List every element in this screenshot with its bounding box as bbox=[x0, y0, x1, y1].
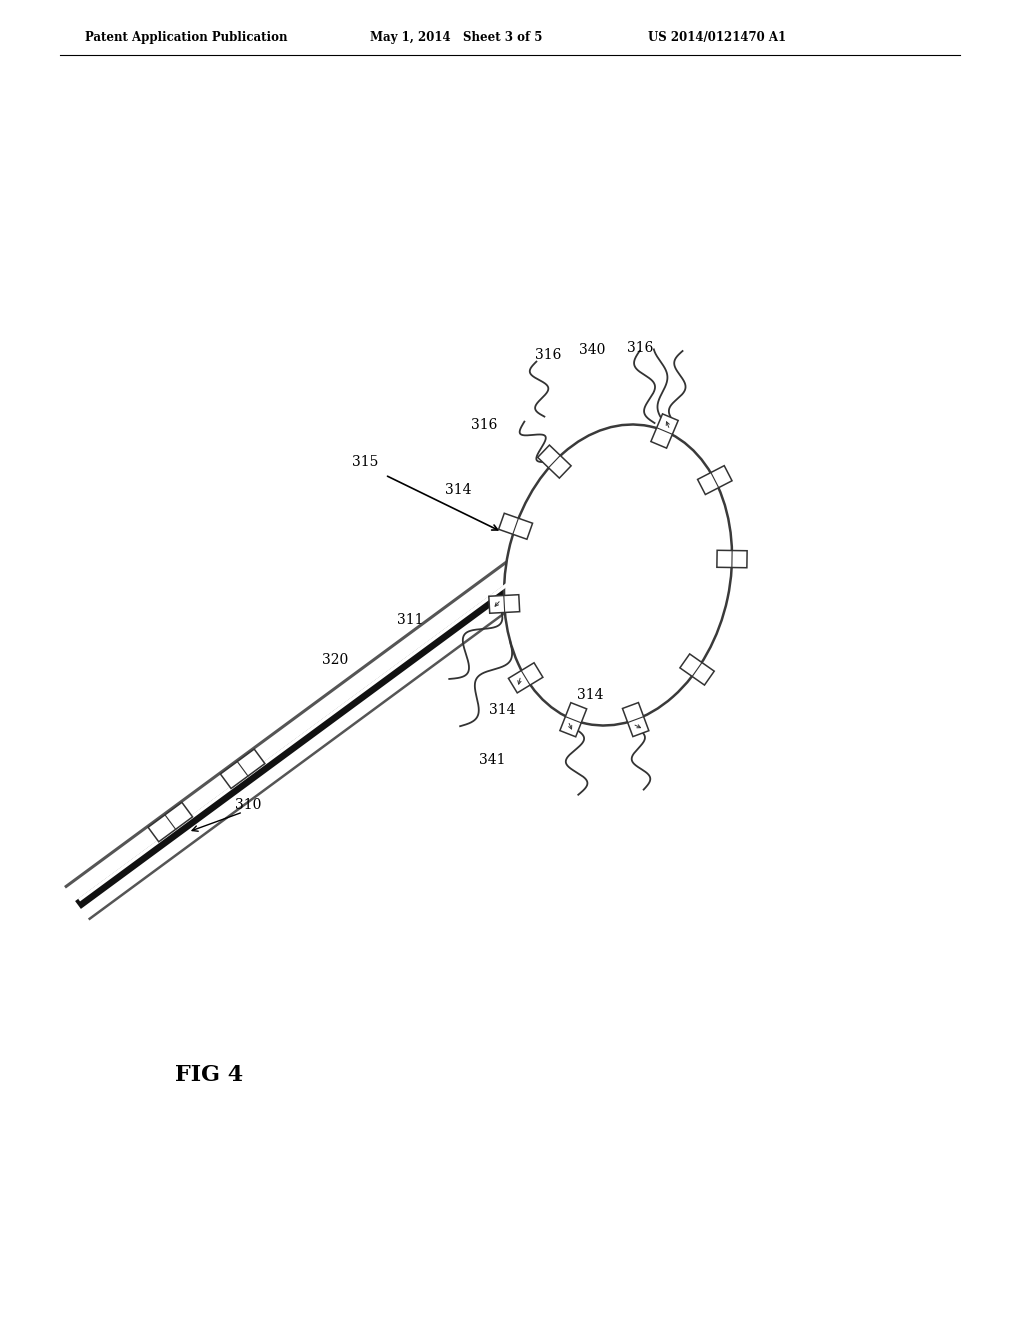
Text: 316: 316 bbox=[471, 418, 498, 432]
Polygon shape bbox=[697, 466, 732, 495]
Text: Patent Application Publication: Patent Application Publication bbox=[85, 32, 288, 45]
Polygon shape bbox=[509, 663, 543, 693]
Text: 314: 314 bbox=[444, 483, 471, 498]
Text: FIG 4: FIG 4 bbox=[175, 1064, 243, 1086]
Polygon shape bbox=[220, 748, 265, 788]
Text: 311: 311 bbox=[396, 612, 423, 627]
Polygon shape bbox=[538, 445, 571, 478]
Text: 316: 316 bbox=[535, 348, 561, 362]
Text: 315: 315 bbox=[352, 455, 378, 469]
Polygon shape bbox=[560, 702, 587, 737]
Text: US 2014/0121470 A1: US 2014/0121470 A1 bbox=[648, 32, 786, 45]
Text: May 1, 2014   Sheet 3 of 5: May 1, 2014 Sheet 3 of 5 bbox=[370, 32, 543, 45]
Polygon shape bbox=[651, 414, 678, 447]
Text: 316: 316 bbox=[627, 341, 653, 355]
Text: 340: 340 bbox=[579, 343, 605, 356]
Polygon shape bbox=[488, 595, 519, 614]
Text: 314: 314 bbox=[577, 688, 603, 702]
Text: 314: 314 bbox=[488, 704, 515, 717]
Text: 310: 310 bbox=[234, 799, 261, 812]
Polygon shape bbox=[623, 702, 649, 737]
Text: 320: 320 bbox=[322, 653, 348, 667]
Polygon shape bbox=[148, 803, 193, 842]
Polygon shape bbox=[499, 513, 532, 540]
Text: 341: 341 bbox=[479, 752, 505, 767]
Ellipse shape bbox=[504, 425, 732, 726]
Polygon shape bbox=[717, 550, 748, 568]
Polygon shape bbox=[680, 653, 714, 685]
